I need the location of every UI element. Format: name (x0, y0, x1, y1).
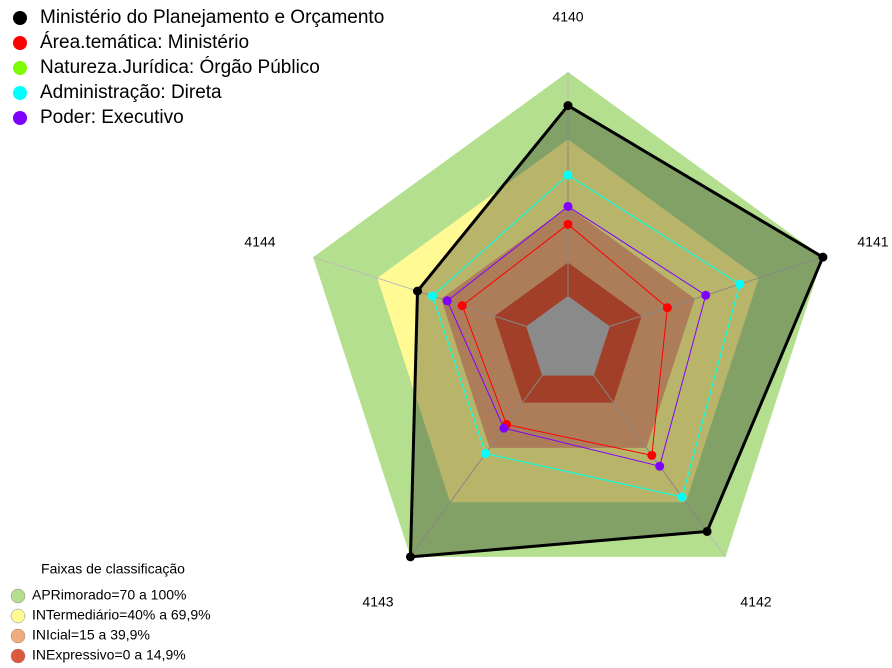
axis-label: 4142 (740, 594, 771, 610)
series-line (446, 205, 707, 467)
series-point (702, 526, 712, 536)
series-point (735, 279, 745, 289)
series-point (655, 461, 665, 471)
axis-label: 4141 (857, 234, 888, 250)
bands-legend-marker (10, 628, 26, 644)
series-point (405, 552, 415, 562)
series-line (431, 174, 741, 498)
bands-legend-title: Faixas de classificação (41, 561, 185, 577)
legend-label: Poder: Executivo (40, 107, 184, 128)
bands-legend-marker (10, 608, 26, 624)
center-hole (526, 296, 610, 376)
legend-label: Administração: Direta (40, 82, 222, 103)
spoke (609, 256, 824, 327)
series-point (563, 219, 573, 229)
series-point (662, 303, 672, 313)
series-point (647, 450, 657, 460)
spoke (410, 375, 543, 558)
legend-marker (13, 11, 27, 25)
axis-label: 4143 (362, 594, 393, 610)
series-point (457, 301, 467, 311)
series-point (818, 252, 828, 262)
bands-legend-label: INIcial=15 a 39,9% (32, 627, 150, 643)
series-point (499, 423, 509, 433)
series-point (563, 201, 573, 211)
legend-marker (13, 36, 27, 50)
series-point (442, 296, 452, 306)
bands-legend-label: APRimorado=70 a 100% (32, 587, 187, 603)
series-point (413, 286, 423, 296)
legend-marker (13, 86, 27, 100)
bands-legend-marker (10, 648, 26, 664)
series-point (427, 291, 437, 301)
legend-label: Ministério do Planejamento e Orçamento (40, 7, 384, 28)
series-point (701, 290, 711, 300)
axis-label: 4144 (244, 234, 275, 250)
series-point (677, 492, 687, 502)
series-line (408, 103, 825, 559)
bands-legend-marker (10, 588, 26, 604)
bands-legend-label: INTermediário=40% a 69,9% (32, 607, 211, 623)
axis-label: 4140 (552, 9, 583, 25)
legend-label: Natureza.Jurídica: Órgão Público (40, 56, 320, 78)
legend-marker (13, 61, 27, 75)
series-point (563, 101, 573, 111)
series-point (481, 449, 491, 459)
legend-label: Área.temática: Ministério (40, 32, 249, 53)
bands-legend-label: INExpressivo=0 a 14,9% (32, 647, 186, 663)
series-line (461, 223, 668, 456)
series-point (563, 170, 573, 180)
legend-marker (13, 111, 27, 125)
